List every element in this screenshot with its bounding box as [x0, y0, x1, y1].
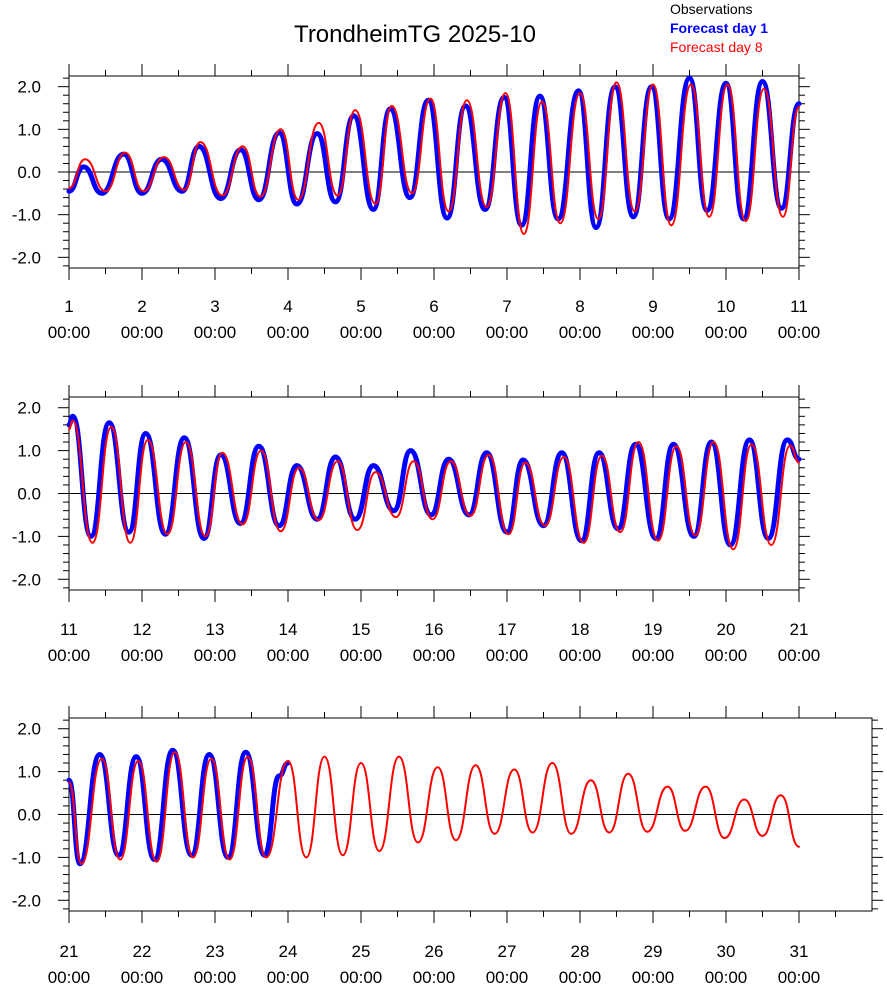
series-forecast-day-8 [68, 419, 800, 551]
x-tick-label-day: 5 [356, 297, 365, 316]
chart-panel-1: 2.0 1.0 0.0 -1.0 -2.0 1 00:00 2 00:00 3 00:00 4 00:0… [12, 64, 821, 342]
x-tick-label-day: 6 [429, 297, 438, 316]
y-tick-label: 1.0 [17, 120, 41, 139]
x-tick-label-day: 3 [210, 297, 219, 316]
x-tick-label-time: 00:00 [121, 646, 164, 665]
x-tick-label-time: 00:00 [778, 323, 821, 342]
x-tick-label-day: 19 [644, 620, 663, 639]
x-tick-label-day: 12 [133, 620, 152, 639]
series-forecast-day-1 [66, 75, 802, 230]
series-forecast-day-8 [68, 751, 800, 865]
x-tick-label-time: 00:00 [632, 323, 675, 342]
x-tick-label-time: 00:00 [486, 968, 529, 986]
chart-title: TrondheimTG 2025-10 [294, 21, 536, 48]
legend-item: Observations [670, 1, 752, 17]
x-tick-label-time: 00:00 [267, 646, 310, 665]
x-tick-label-day: 16 [425, 620, 444, 639]
x-tick-label-day: 4 [283, 297, 292, 316]
x-tick-label-day: 14 [279, 620, 298, 639]
x-tick-label-day: 1 [64, 297, 73, 316]
x-tick-label-day: 25 [352, 942, 371, 961]
y-tick-label: 0.0 [17, 163, 41, 182]
x-tick-label-day: 17 [498, 620, 517, 639]
x-tick-label-time: 00:00 [194, 646, 237, 665]
x-tick-label-time: 00:00 [121, 968, 164, 986]
x-tick-label-time: 00:00 [778, 646, 821, 665]
x-tick-label-day: 24 [279, 942, 298, 961]
x-tick-label-day: 22 [133, 942, 152, 961]
x-tick-label-time: 00:00 [705, 646, 748, 665]
x-tick-label-time: 00:00 [194, 323, 237, 342]
y-tick-label: 0.0 [17, 485, 41, 504]
chart-panel-3: 2.0 1.0 0.0 -1.0 -2.0 21 00:00 22 00:00 23 00:00 24… [12, 706, 883, 986]
x-tick-label-day: 30 [717, 942, 736, 961]
y-tick-label: -2.0 [12, 248, 41, 267]
legend-item: Forecast day 8 [670, 39, 763, 55]
x-tick-label-time: 00:00 [48, 323, 91, 342]
y-tick-label: -1.0 [12, 527, 41, 546]
x-tick-label-day: 13 [206, 620, 225, 639]
x-tick-label-time: 00:00 [559, 968, 602, 986]
x-tick-label-time: 00:00 [48, 968, 91, 986]
x-tick-label-time: 00:00 [340, 968, 383, 986]
y-tick-label: 2.0 [17, 399, 41, 418]
y-tick-label: 2.0 [17, 78, 41, 97]
x-tick-label-day: 11 [60, 620, 78, 639]
y-tick-label: -1.0 [12, 848, 41, 867]
y-tick-label: 0.0 [17, 806, 41, 825]
legend: Observations Forecast day 1 Forecast day 8 [670, 1, 768, 55]
x-tick-label-day: 8 [575, 297, 584, 316]
x-tick-label-day: 11 [790, 297, 808, 316]
y-tick-label: -2.0 [12, 891, 41, 910]
x-tick-label-day: 2 [137, 297, 146, 316]
x-tick-label-time: 00:00 [486, 646, 529, 665]
x-tick-label-time: 00:00 [632, 968, 675, 986]
x-tick-label-time: 00:00 [48, 646, 91, 665]
x-tick-label-day: 23 [206, 942, 225, 961]
x-tick-label-time: 00:00 [778, 968, 821, 986]
x-tick-label-time: 00:00 [267, 968, 310, 986]
x-tick-label-time: 00:00 [413, 968, 456, 986]
x-tick-label-day: 9 [648, 297, 657, 316]
x-tick-label-time: 00:00 [632, 646, 675, 665]
x-tick-label-day: 7 [502, 297, 511, 316]
series-forecast-day-1 [66, 413, 802, 548]
x-tick-label-day: 18 [571, 620, 590, 639]
x-tick-label-time: 00:00 [194, 968, 237, 986]
x-tick-label-day: 29 [644, 942, 663, 961]
y-tick-label: 2.0 [17, 720, 41, 739]
x-tick-label-time: 00:00 [559, 646, 602, 665]
legend-item: Forecast day 1 [670, 20, 768, 36]
x-tick-label-time: 00:00 [705, 968, 748, 986]
y-tick-label: -2.0 [12, 570, 41, 589]
x-tick-label-day: 28 [571, 942, 590, 961]
x-tick-label-day: 31 [790, 942, 809, 961]
x-tick-label-time: 00:00 [340, 646, 383, 665]
series-forecast-day-1 [66, 747, 291, 867]
chart-panel-2: 2.0 1.0 0.0 -1.0 -2.0 11 00:00 12 00:00 13 00:00 14… [12, 385, 821, 665]
x-tick-label-day: 10 [717, 297, 736, 316]
y-tick-label: 1.0 [17, 442, 41, 461]
series-forecast-day-8 [68, 81, 800, 235]
x-tick-label-time: 00:00 [705, 323, 748, 342]
x-tick-label-time: 00:00 [340, 323, 383, 342]
x-tick-label-day: 20 [717, 620, 736, 639]
chart-panels: 2.0 1.0 0.0 -1.0 -2.0 1 00:00 2 00:00 3 00:00 4 00:0… [12, 64, 883, 986]
x-tick-label-day: 21 [60, 942, 79, 961]
x-tick-label-day: 21 [790, 620, 809, 639]
y-tick-label: 1.0 [17, 763, 41, 782]
x-tick-label-day: 27 [498, 942, 517, 961]
y-tick-label: -1.0 [12, 206, 41, 225]
x-tick-label-day: 15 [352, 620, 371, 639]
x-tick-label-time: 00:00 [267, 323, 310, 342]
x-tick-label-time: 00:00 [486, 323, 529, 342]
x-tick-label-time: 00:00 [559, 323, 602, 342]
x-tick-label-day: 26 [425, 942, 444, 961]
x-tick-label-time: 00:00 [413, 646, 456, 665]
x-tick-label-time: 00:00 [121, 323, 164, 342]
x-tick-label-time: 00:00 [413, 323, 456, 342]
